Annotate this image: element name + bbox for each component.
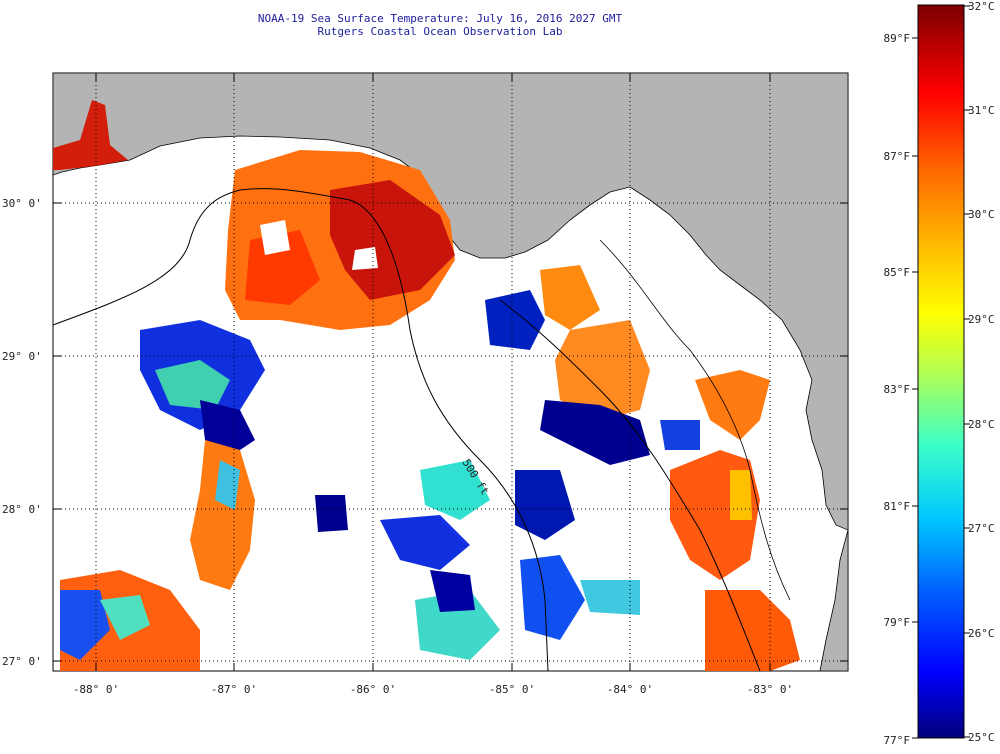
cb-c-31: 31°C (968, 104, 995, 117)
cb-c-27: 27°C (968, 522, 995, 535)
isobath-contour-coast (599, 239, 791, 601)
lat-label-30: 30° 0' (2, 197, 42, 210)
isobath-contour (53, 188, 549, 671)
land-southeast (819, 529, 848, 671)
cb-f-89: 89°F (884, 32, 911, 45)
cb-c-28: 28°C (968, 418, 995, 431)
lon-label-83: -83° 0' (747, 683, 793, 696)
ticks (53, 73, 848, 671)
cb-c-25: 25°C (968, 731, 995, 744)
colorbar (917, 4, 965, 739)
cb-c-32: 32°C (968, 0, 995, 13)
cb-f-81: 81°F (884, 500, 911, 513)
colorbar-ticks (912, 5, 970, 739)
lon-label-86: -86° 0' (350, 683, 396, 696)
map-subtitle: Rutgers Coastal Ocean Observation Lab (317, 25, 563, 38)
cb-f-85: 85°F (884, 266, 911, 279)
cb-c-29: 29°C (968, 313, 995, 326)
lon-label-84: -84° 0' (607, 683, 653, 696)
isobath-contour-east (499, 299, 761, 671)
cb-c-30: 30°C (968, 208, 995, 221)
lon-label-85: -85° 0' (489, 683, 535, 696)
lat-label-29: 29° 0' (2, 350, 42, 363)
lat-label-27: 27° 0' (2, 655, 42, 668)
lon-label-87: -87° 0' (211, 683, 257, 696)
sst-field (53, 100, 800, 671)
map-title: NOAA-19 Sea Surface Temperature: July 16… (257, 12, 623, 25)
lat-label-28: 28° 0' (2, 503, 42, 516)
cb-f-79: 79°F (884, 616, 911, 629)
lon-label-88: -88° 0' (73, 683, 119, 696)
cb-f-83: 83°F (884, 383, 911, 396)
land-mass (53, 73, 848, 531)
cb-f-77: 77°F (884, 734, 911, 747)
cb-c-26: 26°C (968, 627, 995, 640)
grid (53, 73, 848, 671)
cb-f-87: 87°F (884, 150, 911, 163)
